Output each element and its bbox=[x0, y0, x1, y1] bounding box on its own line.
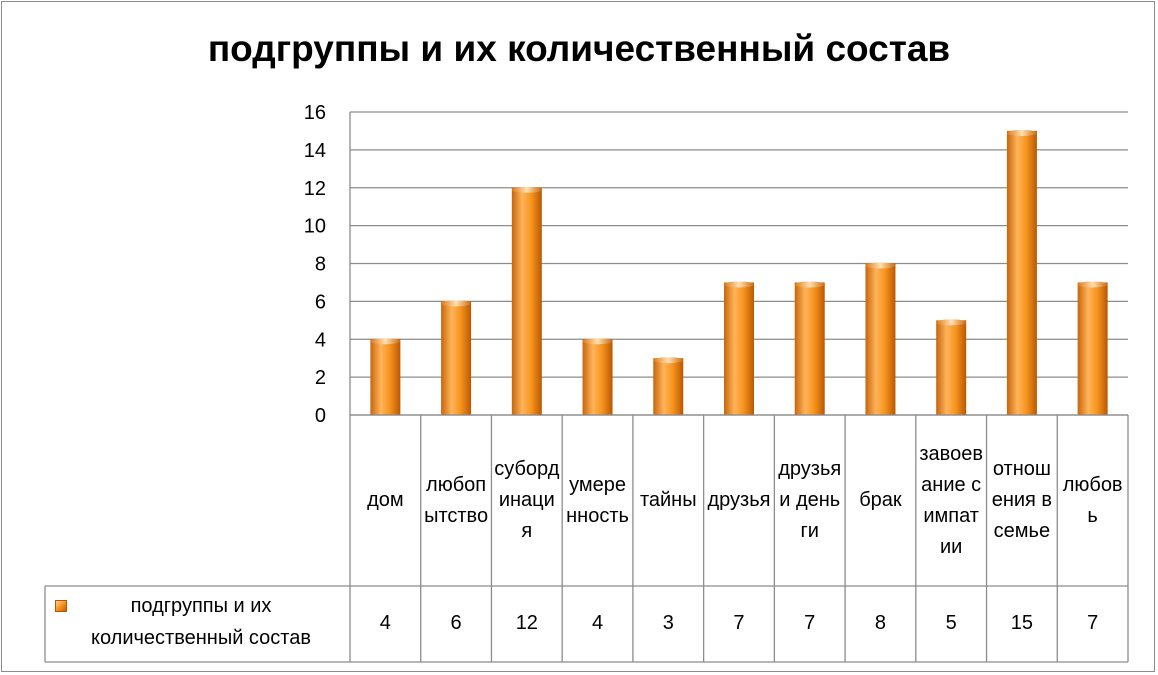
data-table-value: 3 bbox=[662, 612, 674, 634]
y-tick-label: 12 bbox=[304, 178, 326, 200]
bar bbox=[724, 282, 754, 415]
y-tick-label: 10 bbox=[304, 216, 326, 238]
bar-cap bbox=[582, 338, 613, 345]
bar bbox=[441, 301, 472, 415]
data-table-value: 8 bbox=[874, 612, 886, 634]
data-table-value: 15 bbox=[1010, 612, 1034, 634]
legend-series-name: подгруппы и их количественный состав bbox=[91, 595, 311, 649]
category-label: тайны bbox=[639, 489, 697, 511]
y-tick-label: 14 bbox=[304, 140, 326, 162]
bar bbox=[370, 339, 401, 415]
category-label: любопытство bbox=[424, 473, 489, 527]
bar bbox=[1077, 282, 1108, 415]
category-label: завоевание симпатии bbox=[919, 442, 983, 558]
data-table-value: 7 bbox=[1087, 612, 1099, 634]
y-tick-label: 2 bbox=[315, 367, 326, 389]
bars bbox=[370, 129, 1108, 415]
bar bbox=[511, 187, 542, 415]
y-tick-label: 6 bbox=[315, 291, 326, 313]
data-table-value: 4 bbox=[591, 612, 604, 634]
category-label: брак bbox=[859, 489, 902, 511]
bar-cap bbox=[794, 281, 825, 288]
y-tick-label: 0 bbox=[315, 405, 326, 427]
category-label: субординация bbox=[494, 458, 560, 542]
data-table-lines bbox=[44, 414, 1129, 663]
bar-cap bbox=[936, 319, 967, 326]
y-axis-ticks: 0 2 4 6 8 10 12 14 16 bbox=[304, 102, 326, 427]
data-table-value: 7 bbox=[804, 612, 816, 634]
data-table-value: 6 bbox=[450, 612, 462, 634]
category-label: друзья bbox=[707, 489, 771, 511]
bar-cap bbox=[370, 338, 401, 345]
y-tick-label: 16 bbox=[304, 102, 326, 124]
data-table-value: 4 bbox=[379, 612, 391, 634]
category-label: отношения в семье bbox=[991, 458, 1053, 542]
bar bbox=[865, 263, 896, 415]
category-label: любовь bbox=[1062, 473, 1123, 527]
category-label: друзья и деньги bbox=[778, 458, 842, 542]
y-tick-label: 8 bbox=[315, 254, 326, 276]
bar-cap bbox=[511, 186, 542, 193]
bar bbox=[794, 282, 825, 415]
data-table-value: 12 bbox=[515, 612, 538, 634]
data-table-value: 5 bbox=[945, 612, 957, 634]
category-label: дом bbox=[367, 489, 404, 511]
bar bbox=[936, 320, 967, 415]
chart-title: подгруппы и их количественный состав bbox=[207, 28, 951, 69]
legend-marker-icon bbox=[55, 600, 67, 612]
bar-cap bbox=[653, 357, 684, 364]
category-label: умеренность bbox=[566, 473, 629, 527]
bar bbox=[1006, 130, 1037, 415]
bar bbox=[582, 339, 613, 415]
bar-cap bbox=[1006, 129, 1037, 136]
y-tick-label: 4 bbox=[315, 329, 326, 351]
bar-cap bbox=[724, 281, 754, 288]
bar-cap bbox=[441, 300, 472, 307]
bar-cap bbox=[865, 262, 896, 269]
data-table-value: 7 bbox=[733, 612, 745, 634]
bar-cap bbox=[1077, 281, 1108, 288]
bar bbox=[653, 358, 684, 415]
